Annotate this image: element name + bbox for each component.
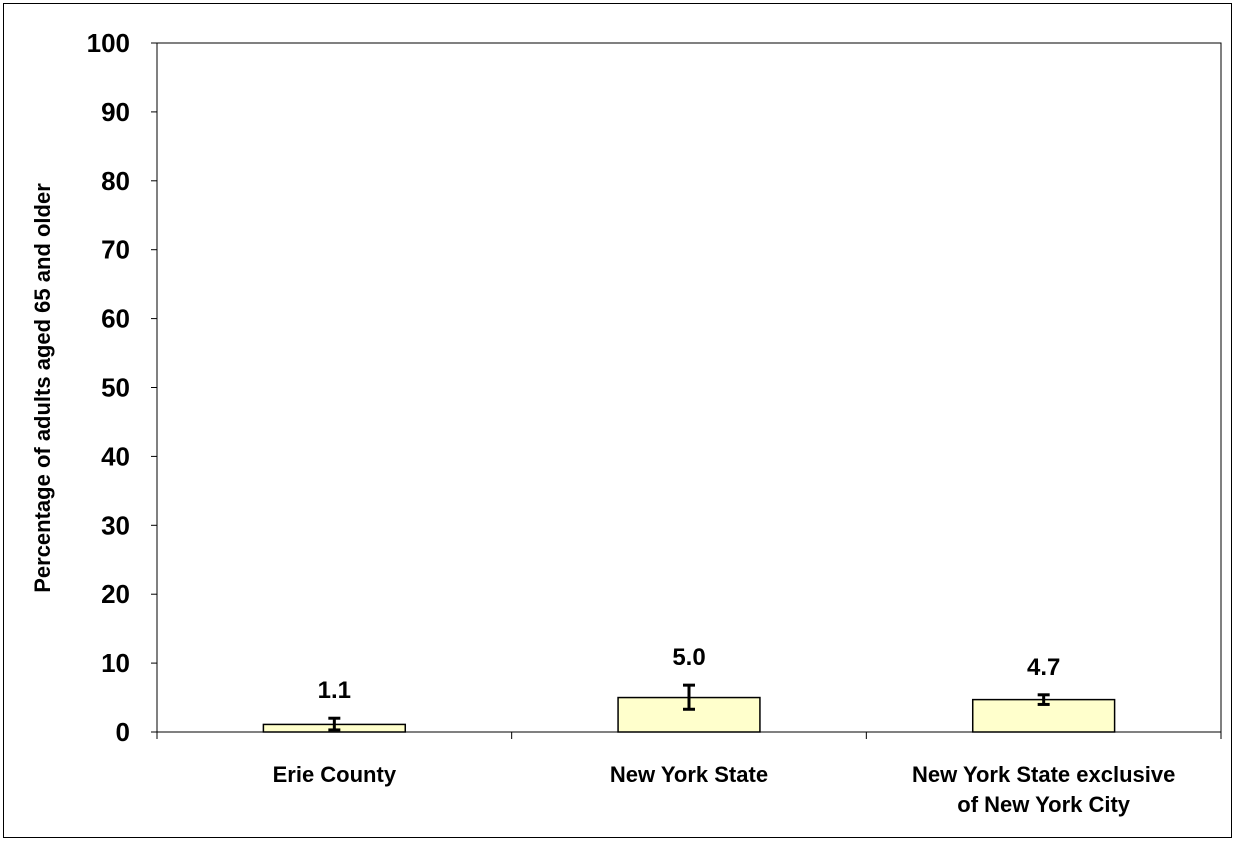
y-tick-label: 100 <box>87 28 130 58</box>
data-label: 1.1 <box>318 677 351 704</box>
y-tick-label: 30 <box>101 510 130 540</box>
y-tick-label: 10 <box>101 648 130 678</box>
y-tick-label: 20 <box>101 579 130 609</box>
data-label: 5.0 <box>672 644 705 671</box>
y-tick-label: 70 <box>101 235 130 265</box>
y-tick-label: 50 <box>101 373 130 403</box>
y-tick-label: 0 <box>116 717 130 747</box>
y-tick-label: 90 <box>101 97 130 127</box>
category-label: of New York City <box>957 792 1131 817</box>
category-label: Erie County <box>273 762 397 787</box>
plot-area: 0 10 20 30 40 50 60 70 80 90 100 1.1 Erie County 5.0 N… <box>87 28 1222 817</box>
data-label: 4.7 <box>1027 654 1060 681</box>
category-label: New York State exclusive <box>912 762 1175 787</box>
y-tick-label: 80 <box>101 166 130 196</box>
plot-border <box>156 42 1222 733</box>
y-tick-label: 60 <box>101 304 130 334</box>
y-tick-label: 40 <box>101 441 130 471</box>
y-axis-title: Percentage of adults aged 65 and older <box>30 183 55 593</box>
category-label: New York State <box>610 762 768 787</box>
